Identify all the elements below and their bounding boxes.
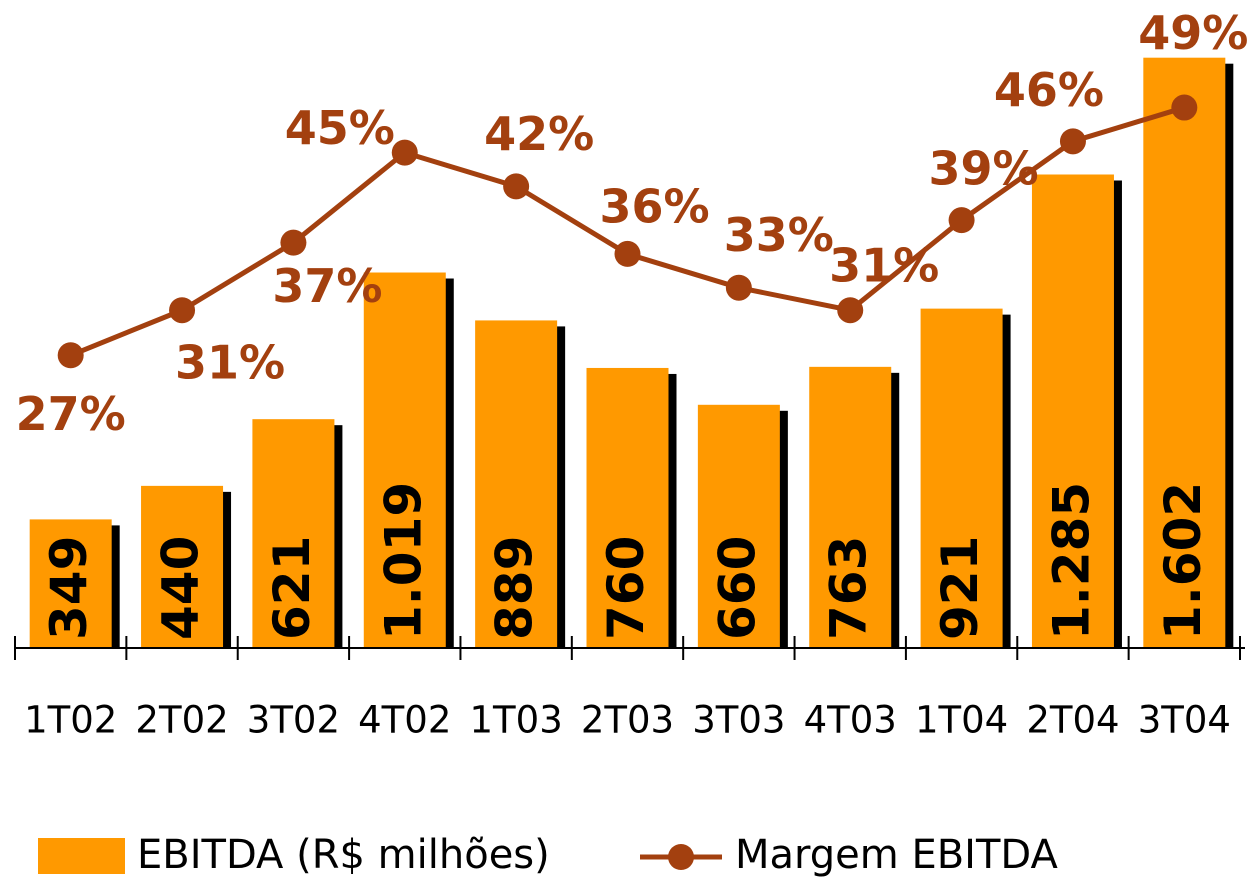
line-point: [503, 173, 530, 200]
bar-value-label: 760: [597, 536, 655, 640]
line-value-label: 33%: [724, 208, 834, 262]
x-tick-label: 4T03: [804, 699, 897, 742]
bar-value-label: 1.285: [1042, 482, 1100, 640]
bar-value-label: 921: [931, 536, 989, 640]
bar: [920, 308, 1003, 648]
x-tick-label: 3T02: [247, 699, 340, 742]
bar: [1143, 57, 1226, 649]
bar: [29, 519, 112, 648]
line-point: [280, 229, 307, 256]
bar-value-label: 349: [40, 536, 98, 640]
line-point: [725, 274, 752, 301]
legend-swatch-dot: [668, 844, 694, 870]
line-point: [57, 342, 84, 369]
x-tick-label: 1T02: [24, 699, 117, 742]
bar: [363, 272, 446, 648]
legend-label: EBITDA (R$ milhões): [137, 832, 550, 878]
line-value-label: 39%: [929, 142, 1039, 196]
bar: [252, 419, 335, 648]
line-point: [948, 207, 975, 234]
bar-value-label: 440: [152, 536, 210, 640]
line-value-label: 36%: [599, 179, 709, 233]
line-value-label: 27%: [16, 387, 126, 441]
legend-swatch-bar: [38, 838, 125, 874]
bar-value-label: 660: [708, 536, 766, 640]
x-tick-label: 1T03: [470, 699, 563, 742]
line-point: [391, 139, 418, 166]
bar: [809, 366, 892, 648]
x-tick-label: 3T04: [1138, 699, 1231, 742]
line-point: [837, 297, 864, 324]
x-tick-label: 4T02: [358, 699, 451, 742]
x-tick-label: 3T03: [692, 699, 785, 742]
line-value-label: 46%: [994, 63, 1104, 117]
line-point: [1171, 94, 1198, 121]
bar-value-label: 763: [820, 536, 878, 640]
line-point: [614, 240, 641, 267]
line-point: [169, 297, 196, 324]
line-value-label: 31%: [175, 336, 285, 390]
x-tick-label: 1T04: [915, 699, 1008, 742]
line-point: [1059, 128, 1086, 155]
line-value-label: 45%: [285, 101, 395, 155]
line-value-label: 42%: [484, 107, 594, 161]
bar: [697, 404, 780, 648]
bar: [475, 320, 558, 648]
x-tick-label: 2T03: [581, 699, 674, 742]
line-value-label: 31%: [829, 239, 939, 293]
x-tick-label: 2T04: [1026, 699, 1119, 742]
bar-value-label: 621: [263, 536, 321, 640]
legend-label: Margem EBITDA: [735, 832, 1058, 878]
bar: [141, 485, 224, 648]
line-value-label: 37%: [272, 259, 382, 313]
bar: [1031, 174, 1114, 649]
x-tick-label: 2T02: [135, 699, 228, 742]
bar-value-label: 889: [486, 536, 544, 640]
bar-value-label: 1.602: [1154, 482, 1212, 640]
bar-value-label: 1.019: [374, 482, 432, 640]
line-value-label: 49%: [1138, 6, 1248, 60]
bar: [586, 367, 669, 648]
